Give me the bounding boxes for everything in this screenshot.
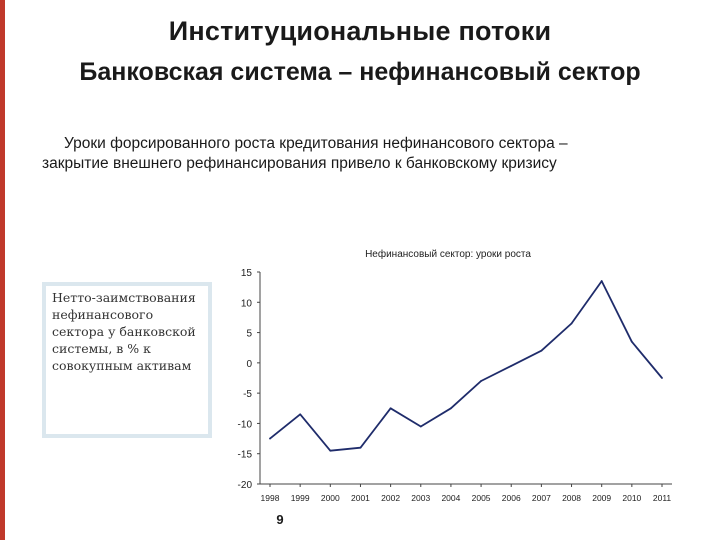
data-point [389, 407, 392, 410]
intro-text: Уроки форсированного роста кредитования … [42, 135, 568, 172]
y-tick-label: 0 [246, 359, 252, 370]
data-point [630, 340, 633, 343]
y-tick-label: -10 [238, 419, 253, 430]
data-point [480, 380, 482, 382]
data-point [510, 364, 513, 367]
x-tick-label: 1998 [261, 493, 280, 503]
y-tick-group: 15 10 5 0 -5 -10 -15 -20 [238, 268, 260, 491]
data-point [329, 449, 332, 452]
x-tick-label: 2006 [502, 493, 521, 503]
x-tick-label: 2001 [351, 493, 370, 503]
y-tick-label: 10 [241, 298, 253, 309]
x-tick-label: 2011 [653, 493, 672, 503]
x-tick-label: 1999 [291, 493, 310, 503]
data-point [600, 280, 603, 282]
data-point [570, 322, 573, 325]
line-chart: Нефинансовый сектор: уроки роста 15 10 5 0 -… [222, 240, 682, 510]
data-point [540, 349, 543, 352]
chart-title: Нефинансовый сектор: уроки роста [365, 248, 531, 260]
x-tick-label: 2009 [592, 493, 611, 503]
slide-subtitle: Банковская система – нефинансовый сектор [79, 58, 641, 86]
x-tick-label: 2002 [381, 493, 400, 503]
y-tick-label: -5 [243, 389, 252, 400]
chart-description-box: Нетто-заимствования нефинансового сектор… [42, 282, 212, 438]
x-tick-label: 2000 [321, 493, 340, 503]
data-point [359, 446, 362, 449]
y-tick-label: -15 [238, 450, 253, 461]
x-tick-label: 2010 [622, 493, 641, 503]
y-tick-label: -20 [238, 480, 253, 491]
data-point [450, 407, 452, 410]
data-point [299, 413, 302, 416]
x-tick-label: 2007 [532, 493, 551, 503]
series-line [269, 280, 663, 452]
page-number: 9 [276, 512, 284, 527]
slide-title: Институциональные потоки [168, 16, 552, 46]
x-tick-label: 2008 [562, 493, 581, 503]
accent-bar [0, 0, 5, 540]
series-group [269, 280, 663, 452]
y-tick-label: 15 [241, 268, 253, 279]
x-tick-label: 2003 [411, 493, 430, 503]
data-point [419, 425, 422, 428]
x-tick-group: 1998 1999 2000 2001 2002 2003 2004 2005 2006 2007… [261, 484, 672, 503]
data-point [661, 377, 663, 379]
y-tick-label: 5 [246, 329, 252, 340]
data-point [269, 437, 271, 440]
x-tick-label: 2004 [441, 493, 460, 503]
x-tick-label: 2005 [472, 493, 491, 503]
